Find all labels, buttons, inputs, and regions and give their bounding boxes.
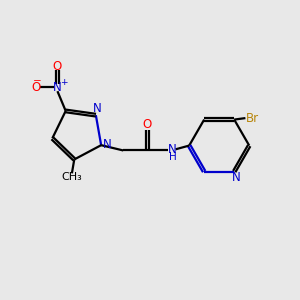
Text: Br: Br [246, 112, 259, 124]
Text: N: N [93, 102, 102, 115]
Text: N: N [103, 138, 112, 151]
Text: O: O [143, 118, 152, 131]
Text: +: + [60, 78, 67, 87]
Text: N: N [232, 171, 241, 184]
Text: N: N [53, 81, 62, 94]
Text: N: N [168, 143, 177, 156]
Text: CH₃: CH₃ [61, 172, 82, 182]
Text: O: O [53, 60, 62, 73]
Text: O: O [32, 81, 41, 94]
Text: −: − [33, 76, 41, 86]
Text: H: H [169, 152, 176, 162]
